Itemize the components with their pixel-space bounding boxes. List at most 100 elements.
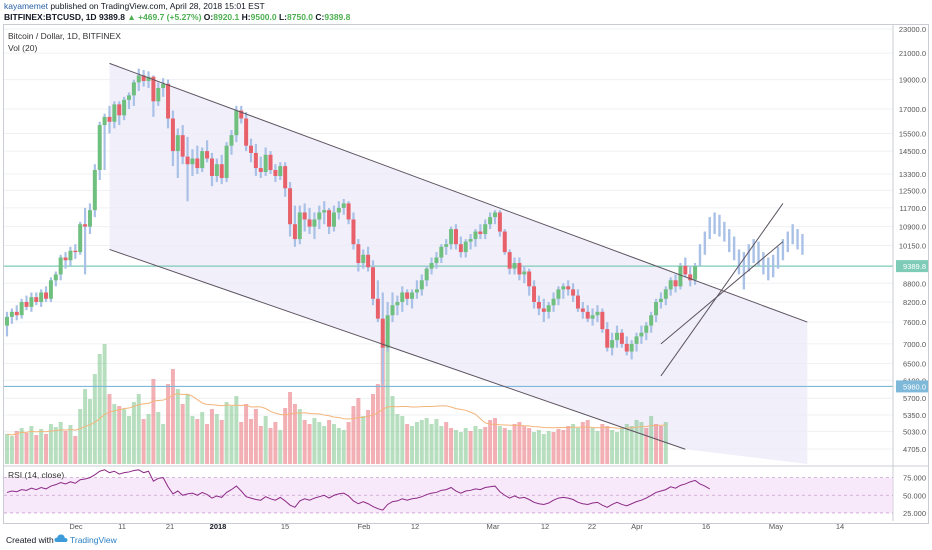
- volume-bar: [136, 394, 141, 464]
- volume-bar: [317, 422, 322, 464]
- volume-bar: [239, 422, 244, 464]
- candle-body: [439, 246, 444, 258]
- time-tick-label: 15: [281, 522, 289, 531]
- candle-body: [673, 280, 678, 287]
- candle-body: [649, 315, 654, 326]
- candle-body: [478, 231, 483, 235]
- ghost-bar: [728, 229, 731, 253]
- candle-body: [273, 170, 278, 176]
- volume-bar: [219, 420, 224, 464]
- candle-body: [312, 219, 317, 227]
- price-tick-label: 12500.0: [899, 186, 926, 195]
- candle-body: [595, 311, 600, 316]
- candle-body: [92, 170, 97, 211]
- candle-body: [302, 212, 307, 220]
- ghost-bar: [718, 214, 721, 237]
- volume-bar: [322, 426, 327, 464]
- low-value: 8750.0: [287, 12, 314, 22]
- volume-bar: [73, 436, 78, 464]
- volume-bar: [595, 431, 600, 464]
- volume-bar: [658, 426, 663, 464]
- volume-bar: [185, 394, 190, 464]
- candle-body: [693, 266, 698, 280]
- candle-body: [307, 219, 312, 227]
- chart-frame[interactable]: [3, 24, 929, 524]
- volume-bar: [229, 406, 234, 464]
- low-label: L:: [278, 12, 288, 22]
- ghost-bar: [776, 246, 780, 269]
- candle-body: [234, 110, 239, 136]
- time-tick-label: Mar: [487, 522, 500, 531]
- volume-ma-line: [6, 393, 666, 436]
- time-tick-label: 21: [166, 522, 174, 531]
- volume-bar: [434, 419, 439, 464]
- candle-body: [351, 219, 356, 245]
- high-value: 9500.0: [250, 12, 277, 22]
- candle-body: [5, 316, 9, 326]
- volume-bar: [346, 422, 351, 464]
- open-value: 8920.1: [213, 12, 240, 22]
- tradingview-brand[interactable]: TradingView: [70, 535, 117, 545]
- candle-body: [68, 250, 73, 261]
- candle-body: [317, 212, 322, 220]
- volume-bar: [419, 420, 424, 464]
- ghost-bar: [713, 212, 716, 235]
- close-label: C:: [315, 12, 325, 22]
- volume-bar: [488, 420, 493, 464]
- candle-body: [561, 286, 566, 290]
- time-tick-label: 22: [588, 522, 596, 531]
- volume-bar: [385, 344, 390, 464]
- volume-bar: [453, 430, 458, 464]
- volume-bar: [615, 432, 619, 464]
- volume-bar: [244, 404, 249, 464]
- volume-bar: [258, 426, 263, 464]
- candle-body: [180, 135, 185, 157]
- candle-body: [322, 210, 327, 213]
- rsi-tick-label: 50.000: [903, 491, 926, 500]
- candle-body: [209, 158, 214, 176]
- ghost-bar: [757, 241, 760, 266]
- candle-body: [434, 257, 439, 264]
- volume-bar: [156, 412, 161, 464]
- volume-bars: [5, 339, 668, 464]
- candle-body: [658, 298, 663, 302]
- volume-bar: [297, 409, 302, 464]
- volume-bar: [585, 420, 590, 464]
- candle-body: [78, 224, 83, 253]
- volume-bar: [263, 416, 268, 464]
- time-tick-label: 11: [118, 522, 126, 531]
- time-tick-label: 14: [836, 522, 844, 531]
- volume-bar: [649, 416, 654, 464]
- candle-body: [253, 152, 258, 169]
- volume-bar: [5, 434, 9, 464]
- volume-bar: [141, 419, 146, 464]
- rsi-line: [6, 469, 710, 511]
- cloud-icon: [54, 534, 68, 542]
- price-tick-label: 5960.0: [903, 382, 926, 391]
- candle-body: [288, 188, 293, 225]
- candle-body: [97, 125, 102, 171]
- candle-body: [263, 154, 268, 172]
- volume-bar: [361, 416, 366, 464]
- volume-bar: [131, 402, 136, 464]
- volume-bar: [556, 429, 561, 464]
- volume-bar: [483, 427, 488, 464]
- volume-bar: [507, 430, 512, 464]
- candle-body: [683, 265, 688, 275]
- volume-bar: [536, 430, 541, 464]
- candle-body: [371, 267, 375, 299]
- volume-bar: [283, 408, 288, 464]
- volume-bar: [512, 424, 517, 464]
- time-tick-label: Apr: [631, 522, 643, 531]
- author-link[interactable]: kayamemet: [4, 1, 48, 11]
- volume-bar: [205, 424, 210, 464]
- high-label: H:: [241, 12, 251, 22]
- candle-body: [600, 311, 605, 330]
- volume-bar: [580, 422, 585, 464]
- price-tick-label: 8800.0: [903, 279, 926, 288]
- publish-line: kayamemet published on TradingView.com, …: [4, 1, 265, 12]
- last-price: 9389.8: [98, 12, 125, 22]
- volume-bar: [429, 424, 434, 464]
- candle-body: [512, 263, 517, 269]
